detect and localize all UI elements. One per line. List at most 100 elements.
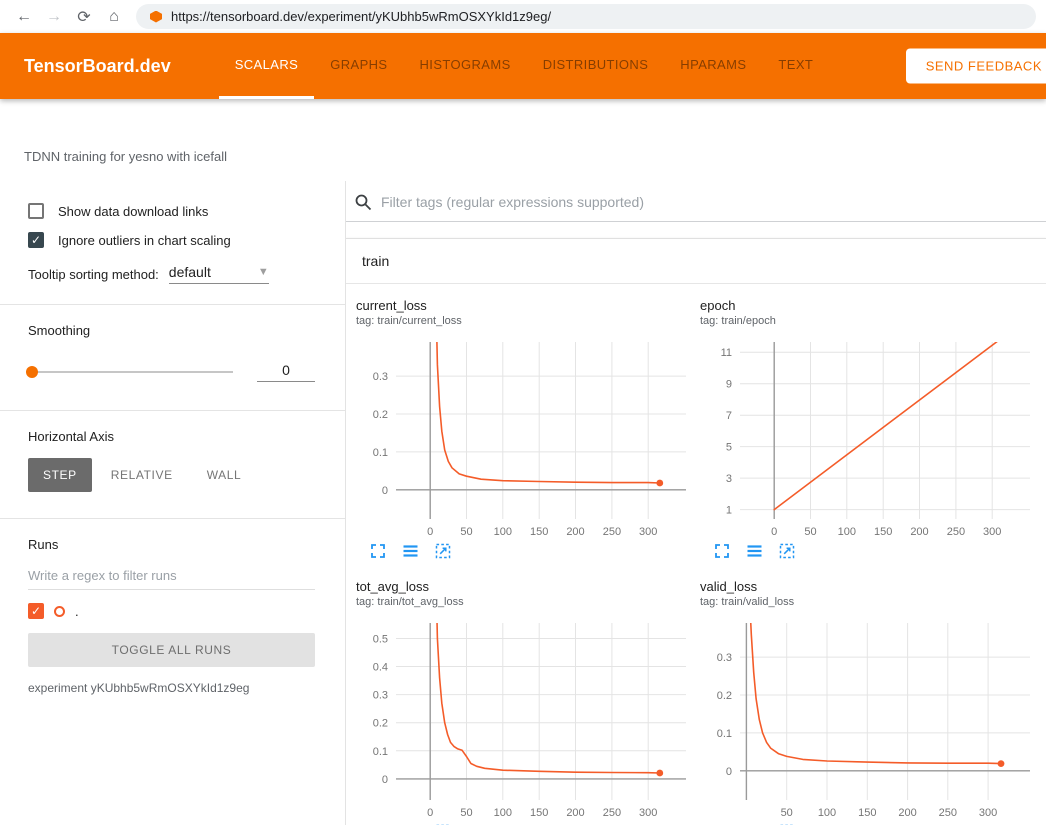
svg-text:200: 200 bbox=[566, 807, 584, 819]
svg-text:50: 50 bbox=[804, 526, 816, 538]
divider bbox=[0, 410, 345, 411]
svg-text:7: 7 bbox=[726, 410, 732, 422]
fullscreen-icon[interactable] bbox=[714, 543, 730, 559]
svg-text:150: 150 bbox=[530, 807, 548, 819]
wall-button[interactable]: WALL bbox=[192, 458, 257, 492]
svg-text:200: 200 bbox=[910, 526, 928, 538]
svg-text:5: 5 bbox=[726, 442, 732, 454]
horizontal-axis-label: Horizontal Axis bbox=[28, 429, 114, 444]
run-checkbox[interactable] bbox=[28, 603, 44, 619]
svg-text:250: 250 bbox=[939, 807, 957, 819]
fullscreen-icon[interactable] bbox=[370, 543, 386, 559]
back-icon[interactable]: ← bbox=[16, 7, 32, 25]
svg-text:3: 3 bbox=[726, 473, 732, 485]
tag-group-card: train current_loss tag: train/current_los… bbox=[346, 238, 1046, 825]
svg-text:50: 50 bbox=[460, 807, 472, 819]
tab-histograms[interactable]: HISTOGRAMS bbox=[419, 57, 511, 72]
show-download-links-checkbox[interactable] bbox=[28, 203, 44, 219]
svg-text:300: 300 bbox=[983, 526, 1001, 538]
ignore-outliers-row[interactable]: Ignore outliers in chart scaling bbox=[28, 232, 315, 248]
toggle-all-runs-button[interactable]: TOGGLE ALL RUNS bbox=[28, 633, 315, 667]
tag-filter-row bbox=[346, 189, 1046, 222]
data-table-icon[interactable] bbox=[402, 543, 419, 559]
ignore-outliers-checkbox[interactable] bbox=[28, 232, 44, 248]
url-bar[interactable]: https://tensorboard.dev/experiment/yKUbh… bbox=[136, 4, 1036, 29]
tag-group-header[interactable]: train bbox=[346, 239, 1046, 284]
tab-distributions[interactable]: DISTRIBUTIONS bbox=[542, 57, 649, 72]
tooltip-sorting-row: Tooltip sorting method: default ▼ bbox=[28, 264, 315, 284]
chart-tag: tag: train/valid_loss bbox=[700, 596, 795, 608]
main-panel: train current_loss tag: train/current_los… bbox=[346, 181, 1046, 825]
tab-graphs[interactable]: GRAPHS bbox=[330, 57, 388, 72]
fit-domain-icon[interactable] bbox=[435, 543, 451, 559]
app-logo[interactable]: TensorBoard.dev bbox=[24, 55, 171, 76]
runs-section: Runs . TOGGLE ALL RUNS experiment yKUbhb… bbox=[0, 525, 345, 709]
svg-text:50: 50 bbox=[781, 807, 793, 819]
svg-text:0.2: 0.2 bbox=[717, 690, 732, 702]
chart-title: tot_avg_loss bbox=[356, 579, 429, 594]
run-row[interactable]: . bbox=[28, 603, 315, 619]
send-feedback-button[interactable]: SEND FEEDBACK bbox=[905, 48, 1046, 84]
search-icon bbox=[354, 193, 372, 211]
run-color-circle-icon[interactable] bbox=[54, 605, 65, 617]
tab-scalars[interactable]: SCALARS bbox=[218, 33, 315, 99]
runs-filter-input[interactable] bbox=[28, 560, 315, 590]
fit-domain-icon[interactable] bbox=[779, 543, 795, 559]
tooltip-sorting-value: default bbox=[168, 264, 211, 280]
tab-text[interactable]: TEXT bbox=[778, 57, 814, 72]
home-icon[interactable]: ⌂ bbox=[109, 7, 119, 25]
svg-text:250: 250 bbox=[603, 807, 621, 819]
svg-text:0: 0 bbox=[726, 766, 732, 778]
svg-text:250: 250 bbox=[603, 526, 621, 538]
scalar-chart-current_loss: current_loss tag: train/current_loss 0 50 10… bbox=[356, 298, 692, 559]
divider bbox=[0, 518, 345, 519]
step-button[interactable]: STEP bbox=[28, 458, 92, 492]
scalar-plot[interactable]: 0 50 100 150 200 250 300 0 0.1 0.2 0.3 0.4 0.5 bbox=[356, 618, 692, 822]
svg-text:11: 11 bbox=[721, 347, 732, 359]
content: Show data download links Ignore outliers… bbox=[0, 181, 1046, 825]
divider bbox=[0, 304, 345, 305]
chart-title: current_loss bbox=[356, 298, 427, 313]
app-header: TensorBoard.dev SCALARS GRAPHS HISTOGRAMS D… bbox=[0, 33, 1046, 99]
show-download-links-row[interactable]: Show data download links bbox=[28, 203, 315, 219]
tooltip-sorting-label: Tooltip sorting method: bbox=[28, 266, 159, 282]
scalar-plot[interactable]: 0 50 100 150 200 250 300 1 3 5 7 9 11 bbox=[700, 337, 1036, 541]
chart-tag: tag: train/epoch bbox=[700, 315, 776, 327]
smoothing-label: Smoothing bbox=[28, 323, 91, 338]
svg-text:200: 200 bbox=[566, 526, 584, 538]
run-name: . bbox=[75, 603, 79, 619]
refresh-icon[interactable]: ⟳ bbox=[77, 8, 91, 26]
forward-icon[interactable]: → bbox=[46, 7, 62, 25]
show-download-links-label: Show data download links bbox=[58, 203, 209, 219]
svg-text:0: 0 bbox=[771, 526, 777, 538]
svg-text:300: 300 bbox=[639, 807, 657, 819]
svg-text:300: 300 bbox=[979, 807, 997, 819]
svg-text:100: 100 bbox=[818, 807, 836, 819]
chart-title: epoch bbox=[700, 298, 736, 313]
svg-text:50: 50 bbox=[460, 526, 472, 538]
smoothing-slider[interactable] bbox=[26, 366, 233, 378]
chart-toolbar bbox=[356, 543, 692, 559]
tab-hparams[interactable]: HPARAMS bbox=[680, 57, 747, 72]
svg-text:250: 250 bbox=[947, 526, 965, 538]
svg-text:150: 150 bbox=[530, 526, 548, 538]
scalar-chart-valid_loss: valid_loss tag: train/valid_loss 50 100 150 2… bbox=[700, 579, 1036, 825]
smoothing-slider-thumb[interactable] bbox=[26, 366, 38, 378]
tag-filter-input[interactable] bbox=[381, 194, 1038, 210]
url-text: https://tensorboard.dev/experiment/yKUbh… bbox=[171, 9, 552, 24]
relative-button[interactable]: RELATIVE bbox=[96, 458, 188, 492]
scalar-chart-tot_avg_loss: tot_avg_loss tag: train/tot_avg_loss 0 50 10… bbox=[356, 579, 692, 825]
svg-text:0.2: 0.2 bbox=[373, 718, 388, 730]
tooltip-sorting-select[interactable]: default ▼ bbox=[168, 264, 269, 284]
svg-text:1: 1 bbox=[726, 505, 732, 517]
scalar-plot[interactable]: 50 100 150 200 250 300 0 0.1 0.2 0.3 bbox=[700, 618, 1036, 822]
svg-text:0.1: 0.1 bbox=[717, 728, 732, 740]
svg-text:0.1: 0.1 bbox=[373, 447, 388, 459]
svg-text:0.3: 0.3 bbox=[373, 690, 388, 702]
svg-text:9: 9 bbox=[726, 379, 732, 391]
experiment-name-bar: TDNN training for yesno with icefall bbox=[0, 99, 1046, 181]
data-table-icon[interactable] bbox=[746, 543, 763, 559]
scalar-plot[interactable]: 0 50 100 150 200 250 300 0 0.1 0.2 0.3 bbox=[356, 337, 692, 541]
smoothing-value[interactable]: 0 bbox=[257, 362, 315, 382]
